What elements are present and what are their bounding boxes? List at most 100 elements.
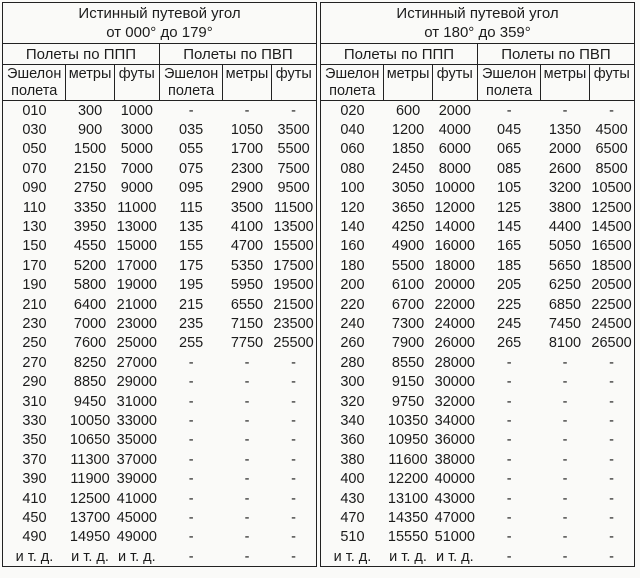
table-row: 200 6100 20000 205 6250 20500 xyxy=(321,276,635,295)
cell: 6550 xyxy=(230,296,264,313)
cell: 215 xyxy=(179,296,204,313)
cell: 2600 xyxy=(548,160,582,177)
table-body: 010 300 1000 - - - 030 900 3000 035 1050 3500 050 150… xyxy=(3,101,317,567)
cell: 010 xyxy=(22,102,47,119)
ifr-group-header: Полеты по ППП xyxy=(320,43,478,65)
cell: 1000 xyxy=(120,102,153,119)
table-row: 280 8550 28000 - - - xyxy=(321,353,635,372)
cell: 510 xyxy=(340,529,365,546)
track-angle-header: Истинный путевой угол от 000° до 179° xyxy=(2,2,317,44)
cell: 145 xyxy=(497,219,522,236)
cell: 035 xyxy=(179,122,204,139)
cell: 5650 xyxy=(548,257,582,274)
cell: - xyxy=(506,529,512,546)
cell: 9500 xyxy=(277,180,310,197)
col-header-flight-level: Эшелон полета xyxy=(158,64,224,101)
cell: 380 xyxy=(340,451,365,468)
cell: 7150 xyxy=(230,315,264,332)
cell: 39000 xyxy=(116,471,157,488)
cell: 25500 xyxy=(273,335,314,352)
cell: 13000 xyxy=(116,219,157,236)
cell: 600 xyxy=(395,102,421,119)
cell: 23000 xyxy=(116,315,157,332)
table-row: и т. д. и т. д. и т. д. - - - xyxy=(321,547,635,567)
cell: 35000 xyxy=(116,432,157,449)
cell: 13500 xyxy=(273,219,314,236)
cell: - xyxy=(244,102,250,119)
track-angle-header: Истинный путевой угол от 180° до 359° xyxy=(320,2,635,44)
cell: 16500 xyxy=(591,238,632,255)
table-row: 290 8850 29000 - - - xyxy=(3,372,317,391)
cell: 185 xyxy=(497,257,522,274)
cell: 7300 xyxy=(391,315,425,332)
cell: 10500 xyxy=(591,180,632,197)
cell: 1050 xyxy=(230,122,264,139)
vfr-group-header: Полеты по ПВП xyxy=(476,43,636,65)
cell: 5500 xyxy=(391,257,425,274)
cell: 20000 xyxy=(434,277,475,294)
cell: 290 xyxy=(22,374,47,391)
cell: 2900 xyxy=(230,180,264,197)
cell: 2000 xyxy=(548,141,582,158)
cell: - xyxy=(244,354,250,371)
cell: 11500 xyxy=(273,199,314,216)
cell: - xyxy=(562,529,568,546)
cell: 220 xyxy=(340,296,365,313)
cell: 8000 xyxy=(438,160,471,177)
table-row: 050 1500 5000 055 1700 5500 xyxy=(3,140,317,159)
cell: 300 xyxy=(77,102,103,119)
table-row: 210 6400 21000 215 6550 21500 xyxy=(3,295,317,314)
cell: - xyxy=(188,393,194,410)
cell: - xyxy=(506,548,512,565)
cell: 11000 xyxy=(117,199,157,216)
cell: 5350 xyxy=(230,257,264,274)
cell: 9750 xyxy=(391,393,425,410)
cell: - xyxy=(562,548,568,565)
cell: 050 xyxy=(22,141,47,158)
cell: 190 xyxy=(22,277,47,294)
cell: 5000 xyxy=(120,141,153,158)
table-row: 120 3650 12000 125 3800 12500 xyxy=(321,198,635,217)
cell: - xyxy=(188,432,194,449)
cell: и т. д. xyxy=(71,548,109,565)
cell: 10050 xyxy=(69,412,111,429)
cell: - xyxy=(188,471,194,488)
table-track-000-179: Истинный путевой угол от 000° до 179° По… xyxy=(1,2,318,568)
cell: 41000 xyxy=(116,490,157,507)
cell: 8250 xyxy=(73,354,107,371)
cell: - xyxy=(562,412,568,429)
cell: 26000 xyxy=(434,335,475,352)
cell: 18000 xyxy=(434,257,475,274)
cell: 265 xyxy=(497,335,522,352)
cell: 5200 xyxy=(73,257,107,274)
cell: 245 xyxy=(497,315,522,332)
table-row: 250 7600 25000 255 7750 25500 xyxy=(3,334,317,353)
cell: 160 xyxy=(340,238,365,255)
cell: 15500 xyxy=(273,238,314,255)
cell: - xyxy=(244,451,250,468)
cell: 5950 xyxy=(230,277,264,294)
track-angle-range: от 000° до 179° xyxy=(106,24,213,41)
cell: 12500 xyxy=(591,199,632,216)
cell: 13700 xyxy=(69,509,111,526)
cell: 9450 xyxy=(73,393,107,410)
cell: 1350 xyxy=(548,122,582,139)
cell: - xyxy=(188,529,194,546)
cell: 2300 xyxy=(230,160,264,177)
cell: 250 xyxy=(22,335,47,352)
cell: - xyxy=(506,432,512,449)
cell: - xyxy=(291,393,296,410)
cell: - xyxy=(244,548,250,565)
cell: 125 xyxy=(497,199,522,216)
cell: - xyxy=(506,509,512,526)
table-row: 510 15550 51000 - - - xyxy=(321,528,635,547)
cell: - xyxy=(188,451,194,468)
cell: 060 xyxy=(340,141,365,158)
cell: - xyxy=(562,393,568,410)
cell: - xyxy=(244,412,250,429)
ifr-group-header: Полеты по ППП xyxy=(2,43,160,65)
cell: 45000 xyxy=(116,509,157,526)
cell: 200 xyxy=(340,277,365,294)
cell: 26500 xyxy=(591,335,632,352)
cell: 1850 xyxy=(391,141,425,158)
